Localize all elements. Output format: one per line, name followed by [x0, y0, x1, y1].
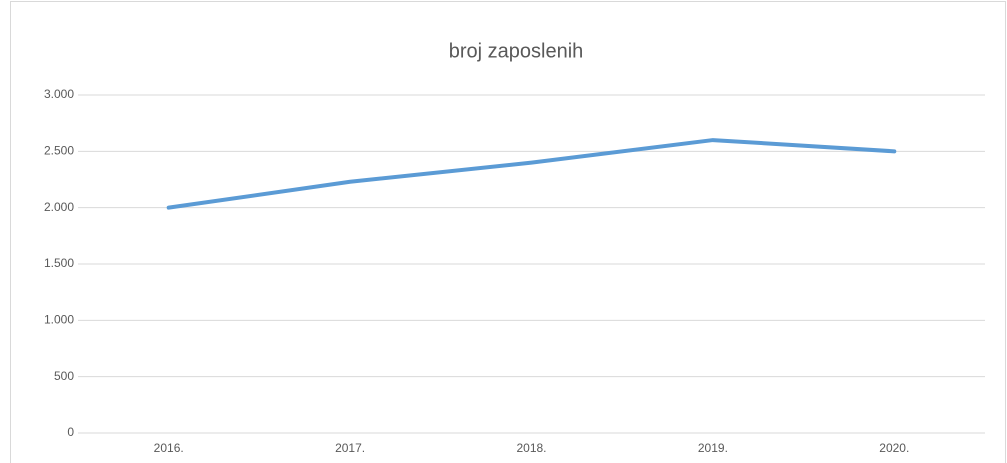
y-tick-label: 3.000 — [44, 87, 74, 101]
y-tick-label: 500 — [54, 369, 74, 383]
line — [166, 138, 897, 210]
x-tick-label: 2016. — [154, 441, 184, 455]
x-tick-label: 2017. — [335, 441, 365, 455]
y-tick-label: 2.000 — [44, 200, 74, 214]
y-tick-label: 0 — [67, 425, 74, 439]
y-tick-label: 2.500 — [44, 144, 74, 158]
x-tick-label: 2019. — [698, 441, 728, 455]
chart-frame — [10, 1, 1006, 463]
y-tick-label: 1.500 — [44, 256, 74, 270]
y-tick-label: 1.000 — [44, 313, 74, 327]
chart-title: broj zaposlenih — [449, 40, 584, 62]
x-tick-label: 2020. — [879, 441, 909, 455]
x-tick-label: 2018. — [516, 441, 546, 455]
